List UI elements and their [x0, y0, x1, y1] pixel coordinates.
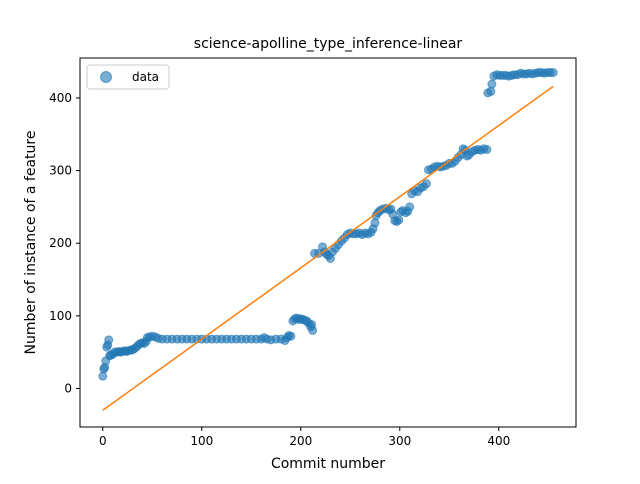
- x-tick-label: 400: [487, 434, 510, 448]
- y-tick-label: 300: [49, 164, 72, 178]
- data-point: [308, 325, 318, 335]
- data-point: [394, 215, 404, 225]
- legend-marker: [100, 71, 112, 83]
- y-tick-label: 100: [49, 309, 72, 323]
- data-point: [405, 202, 415, 212]
- data-point: [370, 218, 380, 228]
- data-point: [98, 371, 108, 381]
- chart-marks: [98, 68, 558, 411]
- data-point: [548, 68, 558, 78]
- x-axis-ticks: 0 100 200 300 400: [99, 427, 510, 448]
- x-tick-label: 100: [190, 434, 213, 448]
- x-tick-label: 200: [289, 434, 312, 448]
- y-tick-label: 200: [49, 236, 72, 250]
- x-tick-label: 0: [99, 434, 107, 448]
- legend-box: [86, 64, 170, 90]
- x-tick-label: 300: [388, 434, 411, 448]
- y-axis-label: Number of instance of a feature: [23, 131, 39, 355]
- y-axis-ticks: 0 100 200 300 400: [49, 91, 80, 396]
- x-axis-label: Commit number: [271, 456, 385, 472]
- legend-label-data: data: [132, 70, 159, 84]
- data-point: [422, 179, 432, 189]
- y-tick-label: 400: [49, 91, 72, 105]
- plot-area: [80, 58, 576, 427]
- y-tick-label: 0: [64, 382, 72, 396]
- chart-title: science-apolline_type_inference-linear: [194, 36, 463, 52]
- axes-frame: [79, 57, 577, 428]
- data-point: [286, 331, 296, 341]
- data-point: [486, 86, 496, 96]
- legend: data: [86, 64, 170, 90]
- data-point: [487, 79, 497, 89]
- linear-fit-line: [102, 85, 554, 411]
- data-point: [482, 145, 492, 155]
- data-point: [104, 335, 114, 345]
